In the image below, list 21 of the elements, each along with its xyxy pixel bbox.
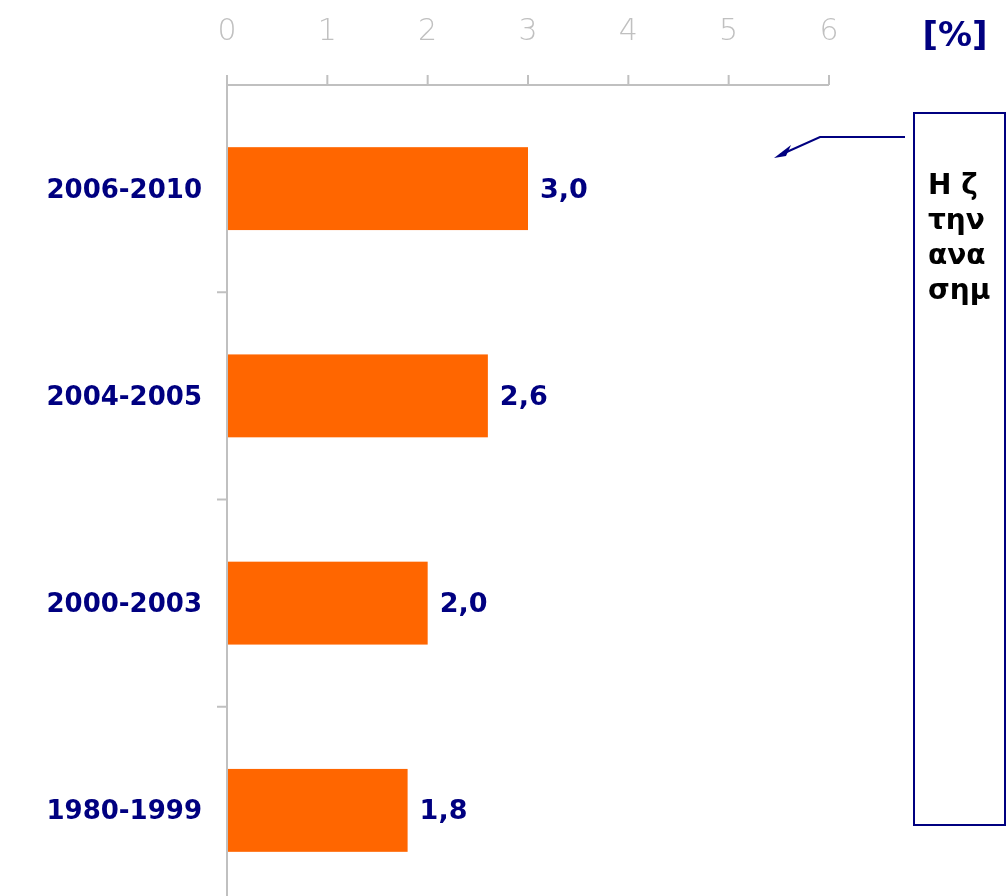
data-label: 2,0: [439, 587, 488, 619]
x-tick-label: 6: [819, 12, 839, 47]
x-tick-label: 3: [518, 12, 538, 47]
bar: [227, 561, 428, 645]
y-tick-label: 2000-2003: [46, 588, 202, 619]
y-tick-label: 2006-2010: [46, 173, 202, 204]
data-label: 3,0: [540, 172, 588, 204]
data-label: 1,8: [419, 794, 468, 826]
x-tick-label: 0: [217, 12, 237, 47]
bar: [227, 354, 488, 438]
x-tick-label: 4: [618, 12, 638, 47]
x-tick-label: 5: [719, 12, 739, 47]
x-tick-label: 1: [317, 12, 337, 47]
text: Η ζ την ανα σημ: [928, 168, 991, 306]
y-tick-label: 1980-1999: [46, 795, 202, 826]
x-axis-title: [%]: [922, 14, 988, 54]
y-tick-label: 2004-2005: [46, 380, 202, 411]
bar: [227, 147, 528, 231]
bar: [227, 768, 408, 852]
x-tick-label: 2: [418, 12, 438, 47]
data-label: 2,6: [499, 379, 548, 411]
